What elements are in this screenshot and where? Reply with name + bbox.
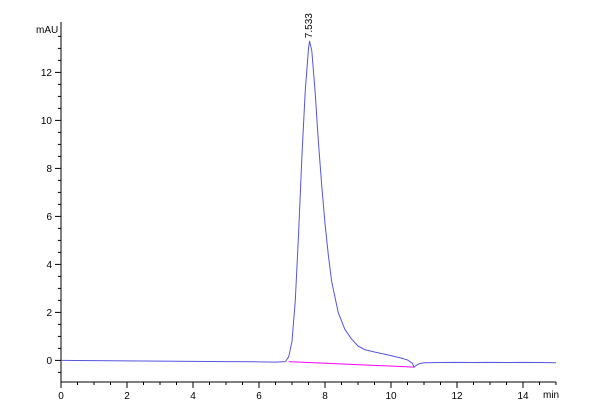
y-tick-label: 2	[46, 308, 52, 319]
signal-trace	[60, 40, 557, 368]
x-ticks: 0 2 4 6 8 10 12 14	[58, 382, 557, 402]
baseline-trace	[288, 361, 415, 368]
axes	[60, 22, 556, 383]
y-tick-label: 10	[41, 116, 53, 127]
x-axis-label: min	[543, 390, 559, 401]
peak-retention-label: 7.533	[304, 13, 315, 38]
y-tick-label: 8	[46, 164, 52, 175]
annotations: 7.533	[304, 13, 315, 38]
y-axis-label: mAU	[36, 25, 58, 36]
x-tick-label: 12	[451, 391, 463, 402]
x-tick-label: 8	[322, 391, 328, 402]
y-tick-label: 4	[46, 260, 52, 271]
x-tick-label: 2	[124, 391, 130, 402]
y-tick-label: 0	[46, 356, 52, 367]
x-tick-label: 4	[190, 391, 196, 402]
x-tick-label: 0	[58, 391, 64, 402]
x-tick-label: 6	[256, 391, 262, 402]
x-tick-label: 10	[385, 391, 397, 402]
y-tick-label: 12	[41, 68, 53, 79]
series-group	[60, 40, 557, 368]
x-tick-label: 14	[517, 391, 529, 402]
y-tick-label: 6	[46, 212, 52, 223]
y-ticks: 0 2 4 6 8 10 12	[41, 35, 61, 373]
